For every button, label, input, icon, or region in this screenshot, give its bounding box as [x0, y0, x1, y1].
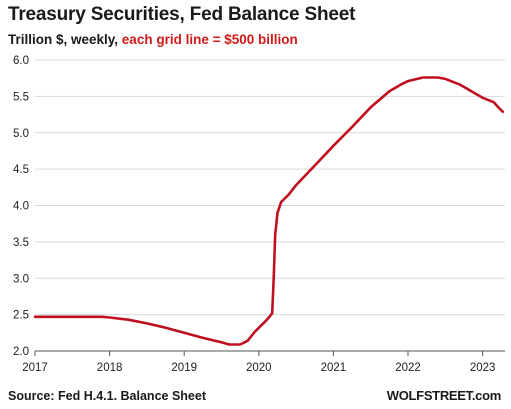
x-tick-label: 2022	[395, 362, 421, 374]
y-tick-label: 5.0	[13, 128, 29, 140]
grid-lines	[35, 59, 505, 316]
chart-subtitle: Trillion $, weekly, each grid line = $50…	[8, 32, 298, 47]
x-tick-label: 2018	[97, 362, 123, 374]
y-tick-label: 4.0	[13, 201, 29, 213]
axes: 2.0 2.5 3.0 3.5 4.0 4.5 5.0 5.5 6.0 2017 2018 2019 2…	[13, 55, 505, 374]
subtitle-main: Trillion $, weekly,	[8, 32, 122, 47]
x-tick-label: 2017	[22, 362, 48, 374]
y-tick-label: 6.0	[13, 55, 29, 67]
y-tick-label: 3.0	[13, 273, 29, 285]
source-note: Source: Fed H.4.1. Balance Sheet	[8, 389, 206, 403]
y-tick-label: 4.5	[13, 164, 29, 176]
y-tick-label: 2.5	[13, 310, 29, 322]
chart-title: Treasury Securities, Fed Balance Sheet	[8, 4, 356, 25]
x-tick-label: 2019	[171, 362, 197, 374]
subtitle-highlight: each grid line = $500 billion	[121, 32, 298, 47]
y-tick-label: 5.5	[13, 91, 29, 103]
brand-logo: WOLFSTREET.com	[386, 388, 502, 403]
x-tick-label: 2020	[246, 362, 272, 374]
y-tick-label: 3.5	[13, 237, 29, 249]
series-line	[33, 76, 505, 346]
x-tick-label: 2021	[321, 362, 347, 374]
x-tick-label: 2023	[470, 362, 496, 374]
series-layer	[33, 76, 505, 346]
y-tick-label: 2.0	[13, 346, 29, 358]
